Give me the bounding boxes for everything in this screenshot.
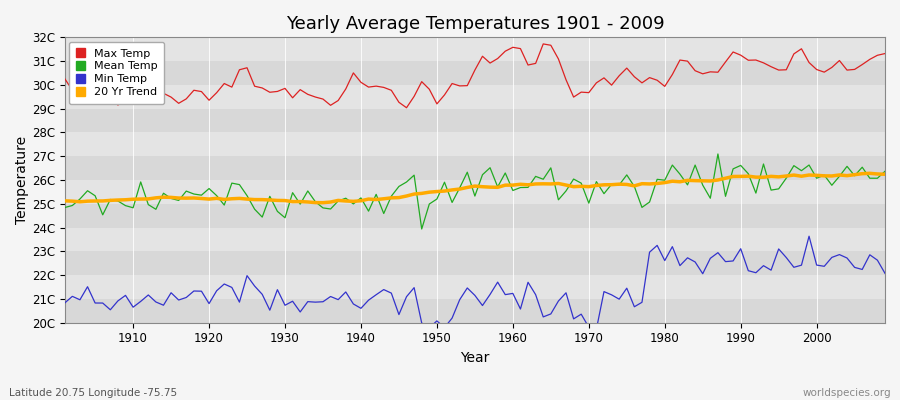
Bar bbox=[65, 132, 885, 156]
Bar bbox=[65, 156, 885, 180]
Bar bbox=[65, 85, 885, 109]
Bar bbox=[65, 275, 885, 299]
Title: Yearly Average Temperatures 1901 - 2009: Yearly Average Temperatures 1901 - 2009 bbox=[285, 15, 664, 33]
Text: Latitude 20.75 Longitude -75.75: Latitude 20.75 Longitude -75.75 bbox=[9, 388, 177, 398]
Bar bbox=[65, 180, 885, 204]
Bar bbox=[65, 228, 885, 251]
Bar bbox=[65, 109, 885, 132]
Legend: Max Temp, Mean Temp, Min Temp, 20 Yr Trend: Max Temp, Mean Temp, Min Temp, 20 Yr Tre… bbox=[69, 42, 164, 104]
Bar bbox=[65, 61, 885, 85]
Bar bbox=[65, 204, 885, 228]
Bar bbox=[65, 299, 885, 323]
Bar bbox=[65, 251, 885, 275]
Text: worldspecies.org: worldspecies.org bbox=[803, 388, 891, 398]
Bar bbox=[65, 37, 885, 61]
Y-axis label: Temperature: Temperature bbox=[15, 136, 29, 224]
X-axis label: Year: Year bbox=[460, 351, 490, 365]
